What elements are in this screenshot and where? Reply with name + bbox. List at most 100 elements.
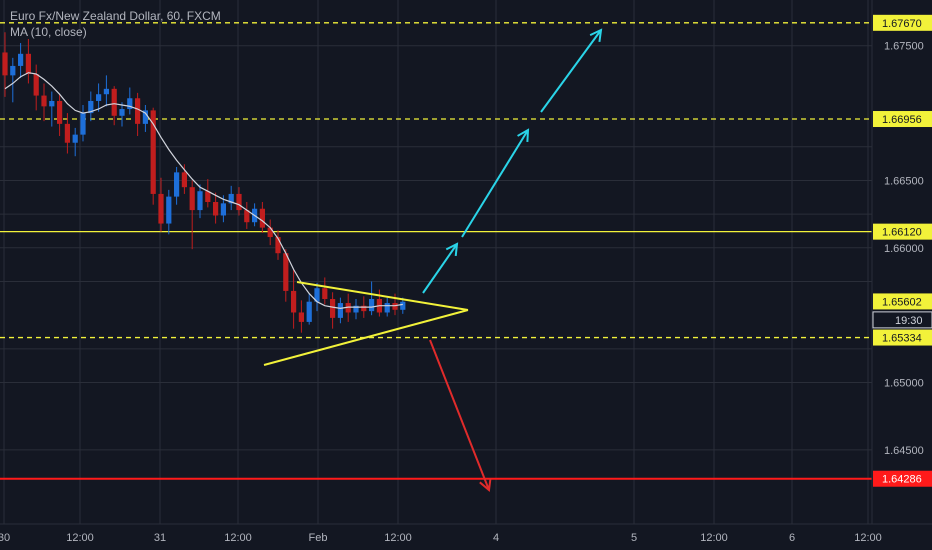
candle-body (314, 288, 320, 302)
candle-body (400, 301, 406, 310)
candle-body (135, 98, 141, 124)
candle-body (259, 208, 265, 228)
price-badge-label: 1.67670 (882, 18, 922, 30)
candle-body (197, 191, 203, 211)
price-badge-label: 1.65602 (882, 296, 922, 308)
symbol-title: Euro Fx/New Zealand Dollar, 60, FXCM (10, 9, 221, 23)
time-tick-label: 12:00 (854, 532, 882, 544)
candle-body (384, 303, 390, 313)
time-tick-label: 5 (631, 532, 637, 544)
price-badge-label: 1.64286 (882, 474, 922, 486)
arrow-shaft (429, 339, 490, 491)
arrow-head (517, 128, 530, 143)
time-tick-label: Feb (309, 532, 328, 544)
candle-body (220, 203, 226, 216)
candle-body (337, 303, 343, 318)
candle-body (10, 65, 16, 76)
time-tick-label: 31 (154, 532, 166, 544)
candle-body (103, 88, 109, 95)
triangle-upper-trendline (296, 281, 469, 311)
price-badge (873, 14, 932, 31)
moving-average-line (4, 72, 403, 310)
price-badge (873, 111, 932, 128)
price-badge-label: 1.66956 (882, 114, 922, 126)
price-tick-label: 1.66000 (884, 243, 924, 255)
candle-body (291, 290, 297, 313)
price-badge (873, 293, 932, 310)
breakout-up-arrow-1 (422, 242, 459, 294)
candle-body (345, 303, 351, 313)
breakout-up-arrow-2 (461, 128, 530, 238)
arrow-shaft (461, 129, 529, 238)
price-badge-label: 1.66120 (882, 227, 922, 239)
candle-body (369, 299, 375, 312)
candle-body (236, 193, 242, 211)
price-tick-label: 1.64500 (884, 445, 924, 457)
price-tick-label: 1.66500 (884, 175, 924, 187)
chart-legend: Euro Fx/New Zealand Dollar, 60, FXCM MA … (10, 8, 221, 40)
candle-body (158, 193, 164, 224)
candle-body (361, 305, 367, 312)
candle-body (283, 253, 289, 291)
price-badge (873, 470, 932, 487)
candle-body (57, 100, 63, 124)
candle-body (142, 110, 148, 124)
candle-body (353, 305, 359, 313)
time-tick-label: 12:00 (384, 532, 412, 544)
breakout-up-arrow-3 (540, 28, 603, 113)
candle-body (181, 172, 187, 188)
candle-body (213, 202, 219, 216)
candle-body (18, 53, 24, 66)
candle-body (119, 109, 125, 116)
arrow-head (445, 242, 459, 257)
candle-body (2, 52, 8, 76)
candle-body (80, 113, 86, 135)
price-tick-label: 1.65000 (884, 378, 924, 390)
candle-body (72, 134, 78, 143)
candle-body (189, 187, 195, 211)
candle-body (228, 193, 234, 204)
candle-body (150, 110, 156, 194)
time-tick-label: 12:00 (700, 532, 728, 544)
candle-body (306, 301, 312, 322)
candle-body (174, 172, 180, 197)
candle-body (111, 88, 117, 116)
arrow-head (589, 28, 603, 43)
candle-body (330, 299, 336, 318)
indicator-label: MA (10, close) (10, 25, 87, 39)
price-badge (873, 329, 932, 346)
candle-body (88, 100, 94, 114)
triangle-lower-trendline (263, 309, 469, 366)
candle-body (267, 227, 273, 238)
price-tick-label: 1.67500 (884, 41, 924, 53)
candle-body (64, 123, 70, 143)
time-axis-background (0, 524, 932, 550)
time-tick-label: 12:00 (66, 532, 94, 544)
time-tick-label: 6 (789, 532, 795, 544)
candle-body (127, 98, 133, 110)
price-badge-label: 19:30 (895, 315, 923, 327)
price-badge (872, 311, 932, 329)
candle-body (275, 237, 281, 254)
time-tick-label: 4 (493, 532, 499, 544)
price-badge (873, 223, 932, 240)
candle-body (244, 210, 250, 223)
candle-body (392, 303, 398, 310)
candle-body (205, 191, 211, 203)
candle-body (298, 312, 304, 322)
breakdown-arrow (429, 339, 492, 492)
time-tick-label: 12:00 (224, 532, 252, 544)
time-tick-label: 30 (0, 532, 10, 544)
arrow-head (479, 477, 492, 492)
candle-body (96, 94, 102, 101)
candle-body (322, 288, 328, 300)
arrow-shaft (422, 243, 458, 294)
candle-body (166, 196, 172, 224)
arrow-shaft (540, 29, 602, 113)
candle-body (41, 95, 47, 107)
candle-body (33, 74, 39, 96)
price-badge-label: 1.65334 (882, 333, 922, 345)
candle-body (49, 100, 55, 107)
candle-body (25, 53, 31, 75)
